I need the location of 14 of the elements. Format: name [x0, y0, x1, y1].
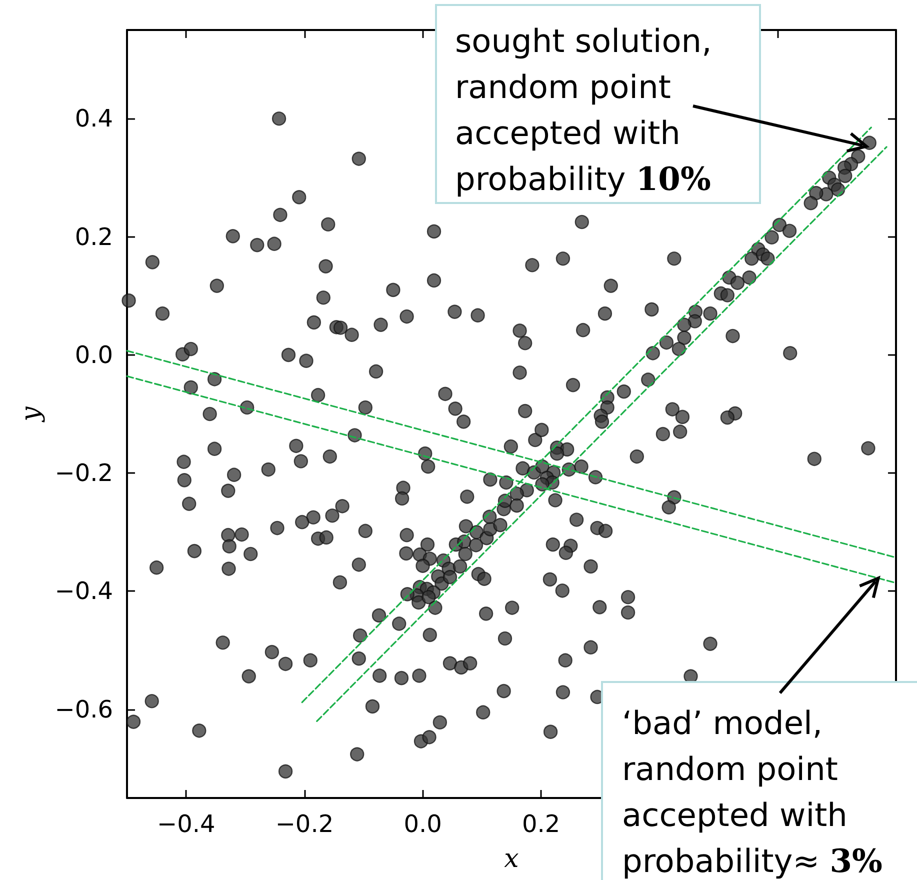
annotation: ‘bad’ model, random point accepted with probability≈ 3%	[622, 704, 882, 880]
annotation: sought solution, random point accepted with probability 10%	[455, 22, 712, 198]
x-tick-label: −0.4	[157, 810, 216, 838]
y-tick-label: −0.6	[54, 695, 113, 724]
x-tick-label: 0.2	[522, 810, 560, 838]
y-tick-label: 0.0	[74, 340, 113, 369]
x-tick-label: −0.2	[275, 810, 334, 838]
x-tick-label: 0.0	[404, 810, 442, 838]
y-tick-label: 0.4	[74, 104, 113, 133]
y-tick-label: −0.2	[54, 459, 113, 488]
y-tick-label: 0.2	[74, 222, 113, 251]
y-tick-label: −0.4	[54, 577, 113, 606]
x-axis-title: x	[504, 844, 520, 874]
y-axis-title: y	[16, 406, 46, 422]
